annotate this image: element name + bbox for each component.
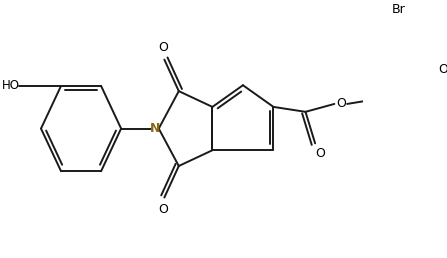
Text: O: O — [439, 63, 447, 76]
Text: O: O — [158, 203, 168, 216]
Text: O: O — [336, 98, 346, 110]
Text: O: O — [158, 41, 168, 54]
Text: O: O — [315, 147, 325, 160]
Text: Br: Br — [392, 3, 405, 16]
Text: HO: HO — [2, 79, 20, 92]
Text: N: N — [150, 122, 160, 135]
